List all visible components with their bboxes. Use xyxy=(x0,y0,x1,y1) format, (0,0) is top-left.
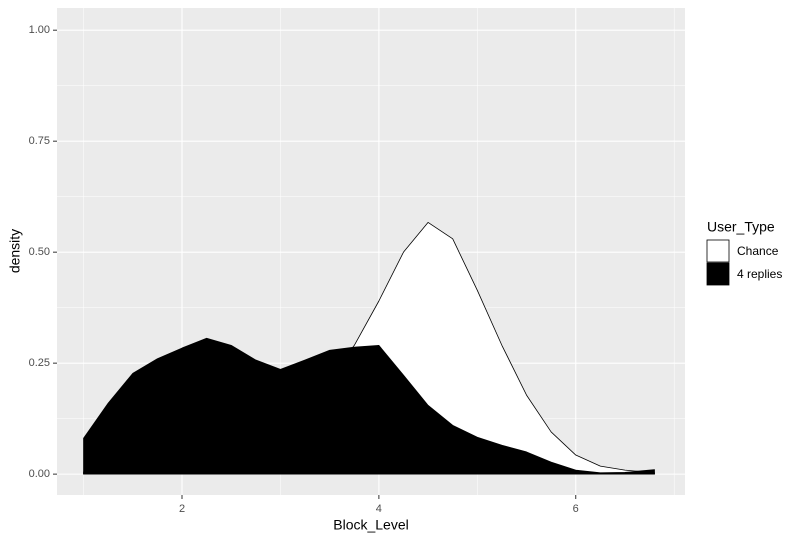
density-area xyxy=(83,337,655,475)
legend-label: Chance xyxy=(737,244,779,258)
marks xyxy=(83,222,655,475)
y-tick-label: 0.75 xyxy=(29,135,50,147)
x-tick-label: 6 xyxy=(573,503,579,515)
legend-title: User_Type xyxy=(707,219,775,235)
legend-key xyxy=(706,239,730,263)
y-tick-label: 1.00 xyxy=(29,24,50,36)
x-tick-label: 2 xyxy=(179,503,185,515)
axes: 2 4 6 0.00 0.25 0.50 0.75 1.00 xyxy=(29,24,579,515)
legend: Chance 4 replies xyxy=(706,239,782,286)
legend-key xyxy=(706,262,730,286)
y-axis-title: density xyxy=(7,229,23,273)
y-tick-label: 0.50 xyxy=(29,246,50,258)
y-tick-label: 0.00 xyxy=(29,468,50,480)
y-tick-label: 0.25 xyxy=(29,357,50,369)
legend-label: 4 replies xyxy=(737,267,782,281)
x-tick-label: 4 xyxy=(376,503,382,515)
x-axis-title: Block_Level xyxy=(333,517,409,533)
